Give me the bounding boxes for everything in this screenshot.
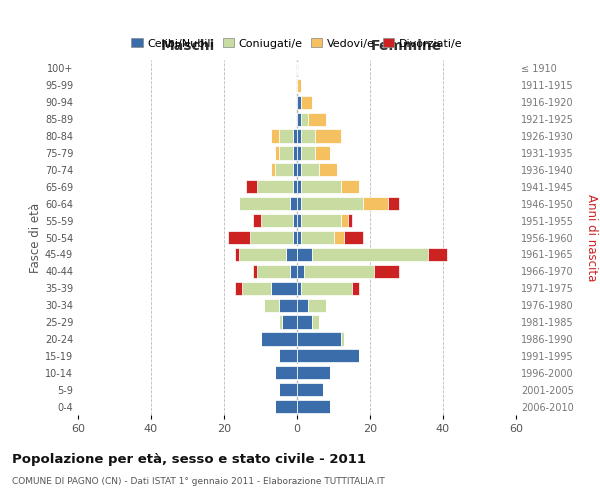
Bar (279, 146, 293, 160)
Bar (293, 164, 297, 176)
Bar (297, 248, 311, 261)
Bar (362, 197, 388, 210)
Bar (311, 248, 428, 261)
Bar (293, 231, 297, 244)
Bar (297, 264, 304, 278)
Bar (290, 264, 297, 278)
Bar (297, 349, 359, 362)
Bar (344, 231, 362, 244)
Bar (374, 264, 399, 278)
Bar (301, 112, 308, 126)
Bar (264, 298, 279, 312)
Bar (293, 130, 297, 142)
Bar (257, 264, 290, 278)
Bar (297, 400, 330, 413)
Bar (301, 146, 315, 160)
Bar (297, 383, 323, 396)
Bar (260, 214, 293, 227)
Bar (253, 264, 257, 278)
Bar (235, 282, 242, 295)
Bar (293, 180, 297, 194)
Bar (246, 180, 257, 194)
Bar (304, 264, 374, 278)
Bar (297, 112, 301, 126)
Bar (297, 298, 308, 312)
Bar (341, 214, 348, 227)
Bar (301, 197, 362, 210)
Text: COMUNE DI PAGNO (CN) - Dati ISTAT 1° gennaio 2011 - Elaborazione TUTTITALIA.IT: COMUNE DI PAGNO (CN) - Dati ISTAT 1° gen… (12, 478, 385, 486)
Bar (242, 282, 271, 295)
Bar (297, 214, 301, 227)
Text: Maschi: Maschi (160, 39, 215, 53)
Bar (319, 164, 337, 176)
Bar (239, 197, 290, 210)
Bar (279, 383, 297, 396)
Bar (301, 164, 319, 176)
Bar (227, 231, 250, 244)
Bar (301, 180, 341, 194)
Bar (290, 197, 297, 210)
Bar (297, 96, 301, 109)
Bar (239, 248, 286, 261)
Bar (297, 79, 301, 92)
Bar (301, 231, 334, 244)
Bar (286, 248, 297, 261)
Text: Popolazione per età, sesso e stato civile - 2011: Popolazione per età, sesso e stato civil… (12, 452, 366, 466)
Bar (311, 316, 319, 328)
Bar (341, 180, 359, 194)
Bar (235, 248, 239, 261)
Bar (293, 214, 297, 227)
Bar (388, 197, 399, 210)
Bar (271, 164, 275, 176)
Bar (271, 130, 279, 142)
Bar (308, 298, 326, 312)
Bar (275, 366, 297, 380)
Bar (279, 349, 297, 362)
Bar (341, 332, 344, 345)
Bar (334, 231, 344, 244)
Bar (348, 214, 352, 227)
Bar (297, 130, 301, 142)
Legend: Celibi/Nubili, Coniugati/e, Vedovi/e, Divorziati/e: Celibi/Nubili, Coniugati/e, Vedovi/e, Di… (129, 36, 465, 51)
Bar (301, 96, 311, 109)
Bar (279, 298, 297, 312)
Bar (297, 180, 301, 194)
Text: Femmine: Femmine (371, 39, 442, 53)
Bar (301, 282, 352, 295)
Bar (297, 231, 301, 244)
Bar (275, 400, 297, 413)
Bar (308, 112, 326, 126)
Bar (428, 248, 446, 261)
Bar (315, 146, 330, 160)
Bar (271, 282, 297, 295)
Bar (257, 180, 293, 194)
Bar (297, 366, 330, 380)
Y-axis label: Fasce di età: Fasce di età (29, 202, 42, 272)
Bar (297, 332, 341, 345)
Bar (297, 316, 311, 328)
Bar (293, 146, 297, 160)
Bar (253, 214, 260, 227)
Bar (260, 332, 297, 345)
Bar (301, 214, 341, 227)
Bar (275, 164, 293, 176)
Bar (297, 197, 301, 210)
Bar (352, 282, 359, 295)
Bar (301, 130, 315, 142)
Bar (297, 282, 301, 295)
Bar (297, 146, 301, 160)
Bar (283, 316, 297, 328)
Y-axis label: Anni di nascita: Anni di nascita (585, 194, 598, 281)
Bar (250, 231, 293, 244)
Bar (275, 146, 279, 160)
Bar (279, 316, 283, 328)
Bar (279, 130, 293, 142)
Bar (297, 164, 301, 176)
Bar (315, 130, 341, 142)
